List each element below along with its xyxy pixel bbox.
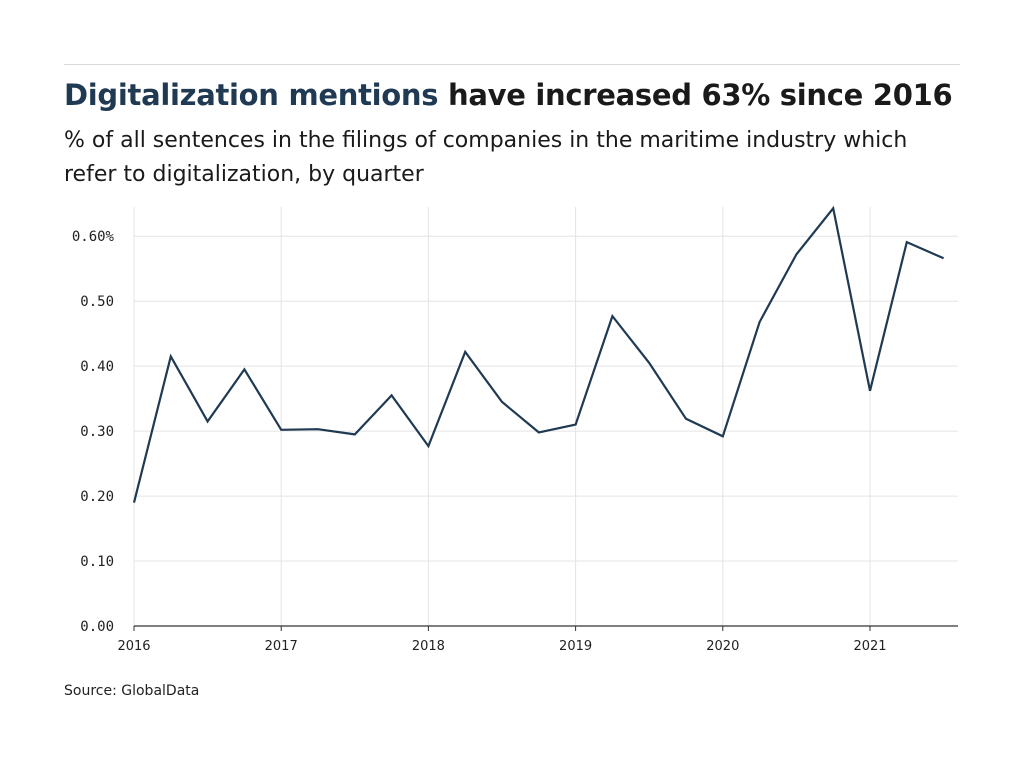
y-tick-label: 0.30 xyxy=(80,424,114,440)
y-tick-label: 0.50 xyxy=(80,294,114,310)
y-tick-label: 0.20 xyxy=(80,489,114,505)
x-tick-label: 2020 xyxy=(706,639,739,654)
title-highlight: Digitalization mentions xyxy=(64,78,439,112)
source-note: Source: GlobalData xyxy=(64,683,200,699)
x-tick-label: 2016 xyxy=(117,639,150,654)
series-group xyxy=(132,205,945,503)
x-tick-label: 2019 xyxy=(559,639,592,654)
x-tick-label: 2017 xyxy=(265,639,298,654)
y-tick-label: 0.00 xyxy=(80,619,114,635)
series-line xyxy=(132,205,945,503)
x-tick-label: 2021 xyxy=(853,639,886,654)
x-tick-label: 2018 xyxy=(412,639,445,654)
grid xyxy=(133,207,958,626)
x-axis-ticks: 2016 2017 2018 2019 2020 2021 xyxy=(117,625,958,654)
top-rule xyxy=(64,64,960,65)
title-rest: have increased 63% since 2016 xyxy=(438,78,953,112)
chart-subtitle: % of all sentences in the filings of com… xyxy=(64,128,908,187)
y-tick-label: 0.40 xyxy=(80,359,114,375)
y-tick-label: 0.10 xyxy=(80,554,114,570)
y-axis-ticks: 0.00 0.10 0.20 0.30 0.40 0.50 0.60% xyxy=(72,229,115,635)
chart-title: Digitalization mentions have increased 6… xyxy=(64,78,953,112)
y-tick-label: 0.60% xyxy=(72,229,115,245)
